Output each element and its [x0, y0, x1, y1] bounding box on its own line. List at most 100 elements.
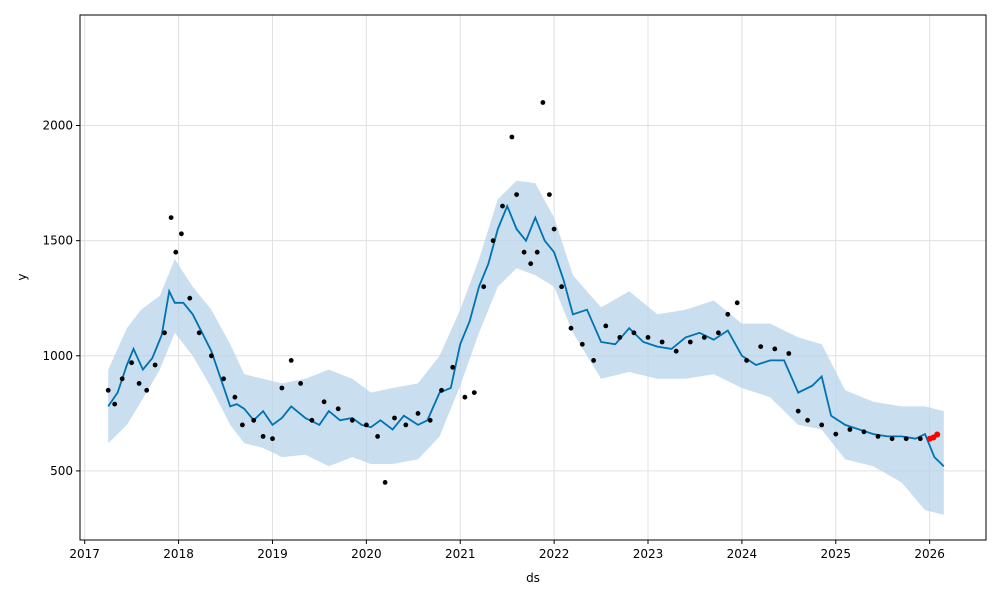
x-tick-label: 2018 — [163, 547, 194, 561]
observed-point — [795, 408, 801, 414]
observed-point — [251, 417, 257, 423]
observed-point — [579, 341, 585, 347]
observed-point — [279, 385, 285, 391]
observed-point — [129, 360, 135, 366]
interval-band — [108, 180, 944, 515]
x-tick-label: 2017 — [69, 547, 100, 561]
observed-point — [427, 417, 433, 423]
observed-point — [514, 192, 519, 198]
observed-point — [758, 344, 764, 349]
observed-point — [240, 422, 245, 428]
observed-point — [321, 399, 327, 405]
observed-point — [309, 417, 315, 423]
observed-point — [471, 390, 477, 395]
y-tick-label: 1000 — [42, 349, 73, 363]
forecast-line — [107, 203, 945, 467]
observed-point — [144, 387, 150, 393]
observed-point — [725, 311, 731, 317]
observed-point — [382, 480, 388, 485]
observed-point — [591, 358, 596, 363]
observed-points — [105, 100, 923, 485]
observed-point — [903, 436, 909, 442]
observed-point — [136, 381, 142, 386]
observed-point — [559, 284, 564, 290]
observed-point — [152, 362, 158, 368]
observed-point — [490, 238, 496, 244]
observed-point — [298, 381, 303, 386]
observed-point — [392, 415, 397, 421]
highlight-points — [926, 431, 941, 442]
observed-point — [833, 431, 839, 437]
observed-point — [196, 330, 202, 336]
observed-point — [521, 249, 527, 255]
observed-point — [105, 387, 111, 393]
observed-point — [173, 249, 179, 255]
y-tick-label: 2000 — [42, 119, 73, 133]
observed-point — [450, 364, 456, 370]
uncertainty-interval — [108, 180, 944, 515]
observed-point — [631, 330, 637, 336]
observed-point — [617, 335, 623, 340]
observed-point — [917, 436, 923, 442]
observed-point — [232, 394, 238, 400]
observed-point — [403, 422, 409, 428]
observed-point — [889, 436, 895, 442]
observed-point — [786, 351, 792, 356]
observed-point — [481, 284, 487, 290]
observed-point — [528, 261, 534, 267]
y-tick-label: 500 — [50, 464, 73, 478]
x-axis-ticks: 2017 2018 2019 2020 2021 2022 2023 2024 2025 2026 — [69, 540, 945, 561]
observed-point — [819, 422, 825, 428]
observed-point — [187, 295, 193, 301]
observed-point — [716, 330, 721, 336]
observed-point — [500, 203, 505, 209]
observed-point — [534, 249, 540, 255]
observed-point — [734, 300, 740, 306]
observed-point — [179, 231, 184, 237]
x-axis-label: ds — [526, 571, 540, 585]
x-tick-label: 2021 — [445, 547, 476, 561]
x-tick-label: 2025 — [821, 547, 852, 561]
observed-point — [568, 325, 574, 331]
observed-point — [364, 422, 369, 428]
observed-point — [701, 335, 707, 340]
x-tick-label: 2020 — [351, 547, 382, 561]
x-tick-label: 2019 — [257, 547, 288, 561]
observed-point — [509, 134, 515, 140]
observed-point — [375, 434, 380, 439]
x-tick-label: 2022 — [539, 547, 570, 561]
y-axis-ticks: 500 1000 1500 2000 — [42, 119, 80, 478]
observed-point — [119, 376, 125, 382]
observed-point — [603, 323, 609, 329]
observed-point — [659, 339, 665, 345]
observed-point — [439, 387, 444, 393]
observed-point — [645, 335, 651, 340]
x-tick-label: 2024 — [727, 547, 758, 561]
observed-point — [744, 358, 749, 363]
observed-point — [162, 330, 167, 336]
observed-point — [260, 434, 266, 439]
observed-point — [772, 346, 778, 352]
highlight-point — [934, 431, 941, 438]
observed-point — [335, 406, 341, 412]
observed-point — [875, 434, 881, 439]
observed-point — [861, 429, 867, 435]
plot-frame — [79, 14, 987, 541]
observed-point — [209, 353, 214, 359]
observed-point — [540, 100, 546, 105]
observed-point — [551, 226, 557, 232]
observed-point — [415, 411, 421, 416]
observed-point — [349, 417, 355, 423]
observed-point — [168, 215, 174, 221]
observed-point — [270, 436, 275, 442]
forecast-line-group — [107, 203, 945, 467]
x-tick-label: 2023 — [633, 547, 664, 561]
observed-point — [673, 348, 679, 354]
x-tick-label: 2026 — [914, 547, 945, 561]
observed-point — [462, 394, 468, 400]
observed-point — [687, 339, 693, 345]
observed-point — [847, 427, 853, 432]
observed-point — [288, 358, 294, 363]
